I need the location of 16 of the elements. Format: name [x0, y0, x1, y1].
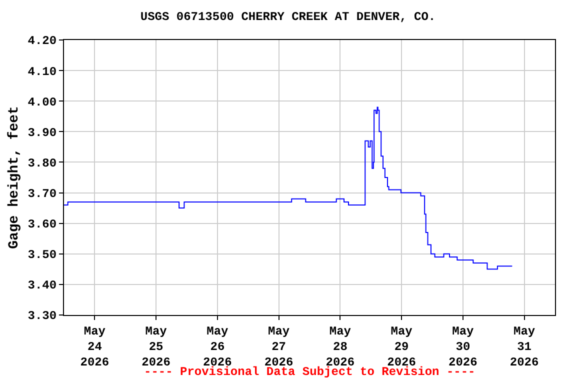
y-tick-label: 3.40	[28, 278, 57, 293]
y-tick-label: 3.70	[28, 186, 57, 201]
y-tick-label: 3.80	[28, 156, 57, 170]
y-tick-label: 3.30	[28, 309, 57, 324]
x-tick-label: May 24 2026	[80, 324, 110, 370]
y-tick-label: 3.50	[28, 248, 57, 262]
y-tick-label: 4.00	[28, 95, 57, 110]
x-tick-label: May 30 2026	[448, 324, 478, 370]
y-tick-label: 4.10	[28, 64, 57, 79]
y-tick-label: 3.90	[28, 126, 57, 140]
chart-title: USGS 06713500 CHERRY CREEK AT DENVER, CO.	[140, 10, 436, 24]
y-axis-title: Gage height, feet	[6, 106, 22, 249]
x-tick-label: May 25 2026	[142, 324, 170, 370]
x-tick-label: May 31 2026	[510, 324, 539, 370]
y-tick-label: 3.60	[28, 218, 57, 232]
y-tick-label: 4.20	[28, 34, 57, 48]
